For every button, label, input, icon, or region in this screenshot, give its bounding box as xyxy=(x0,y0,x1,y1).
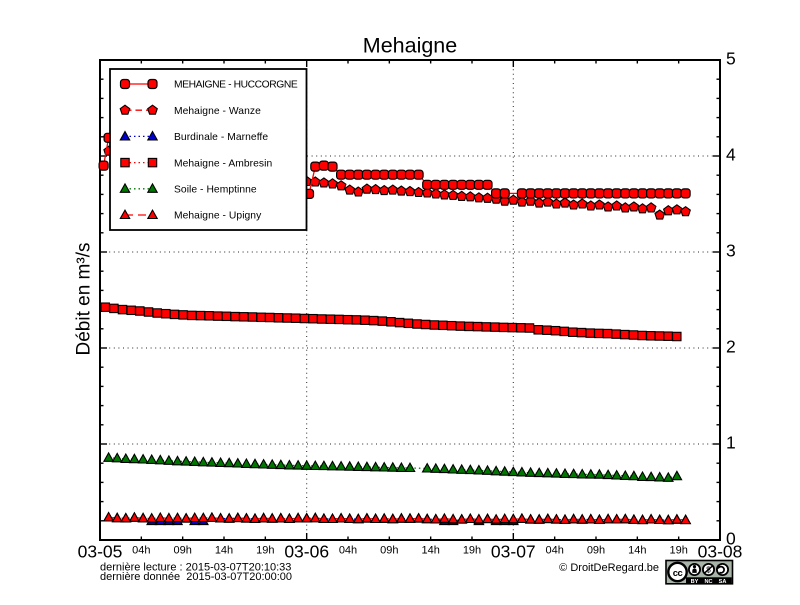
svg-text:09h: 09h xyxy=(587,545,605,557)
svg-text:19h: 19h xyxy=(463,545,481,557)
svg-text:03-08: 03-08 xyxy=(698,542,743,562)
svg-text:04h: 04h xyxy=(546,545,564,557)
svg-text:19h: 19h xyxy=(256,545,274,557)
svg-text:14h: 14h xyxy=(422,545,440,557)
svg-text:03-07: 03-07 xyxy=(491,542,536,562)
svg-text:dernière donnée 2015-03-07T20: dernière donnée 2015-03-07T20:00:00 xyxy=(100,571,292,583)
svg-text:NC: NC xyxy=(704,579,712,585)
svg-text:dernière lecture : 2015-03-07T: dernière lecture : 2015-03-07T20:10:33 xyxy=(100,561,291,573)
svg-text:19h: 19h xyxy=(670,545,688,557)
svg-text:$: $ xyxy=(706,566,711,575)
svg-text:Mehaigne: Mehaigne xyxy=(363,34,457,58)
svg-text:14h: 14h xyxy=(215,545,233,557)
svg-text:03-05: 03-05 xyxy=(78,542,123,562)
svg-text:Débit en m³/s: Débit en m³/s xyxy=(74,243,95,356)
svg-text:03-06: 03-06 xyxy=(284,542,329,562)
svg-text:Mehaigne - Ambresin: Mehaigne - Ambresin xyxy=(174,158,272,169)
svg-text:2: 2 xyxy=(726,336,736,356)
svg-text:1: 1 xyxy=(726,432,736,452)
svg-text:3: 3 xyxy=(726,240,736,260)
svg-text:MEHAIGNE - HUCCORGNE: MEHAIGNE - HUCCORGNE xyxy=(174,80,298,91)
svg-text:SA: SA xyxy=(719,579,727,585)
svg-text:BY: BY xyxy=(691,579,699,585)
svg-text:14h: 14h xyxy=(628,545,646,557)
svg-text:5: 5 xyxy=(726,48,736,68)
svg-text:cc: cc xyxy=(673,568,683,579)
svg-text:4: 4 xyxy=(726,144,736,164)
svg-text:09h: 09h xyxy=(174,545,192,557)
svg-text:© DroitDeRegard.be: © DroitDeRegard.be xyxy=(559,562,659,574)
svg-text:Mehaigne - Upigny: Mehaigne - Upigny xyxy=(174,211,262,222)
svg-text:04h: 04h xyxy=(132,545,150,557)
svg-text:Mehaigne - Wanze: Mehaigne - Wanze xyxy=(174,106,261,117)
svg-text:Soile - Hemptinne: Soile - Hemptinne xyxy=(174,185,257,196)
svg-text:04h: 04h xyxy=(339,545,357,557)
svg-text:0: 0 xyxy=(726,528,736,548)
svg-text:09h: 09h xyxy=(380,545,398,557)
svg-text:Burdinale - Marneffe: Burdinale - Marneffe xyxy=(174,132,268,143)
